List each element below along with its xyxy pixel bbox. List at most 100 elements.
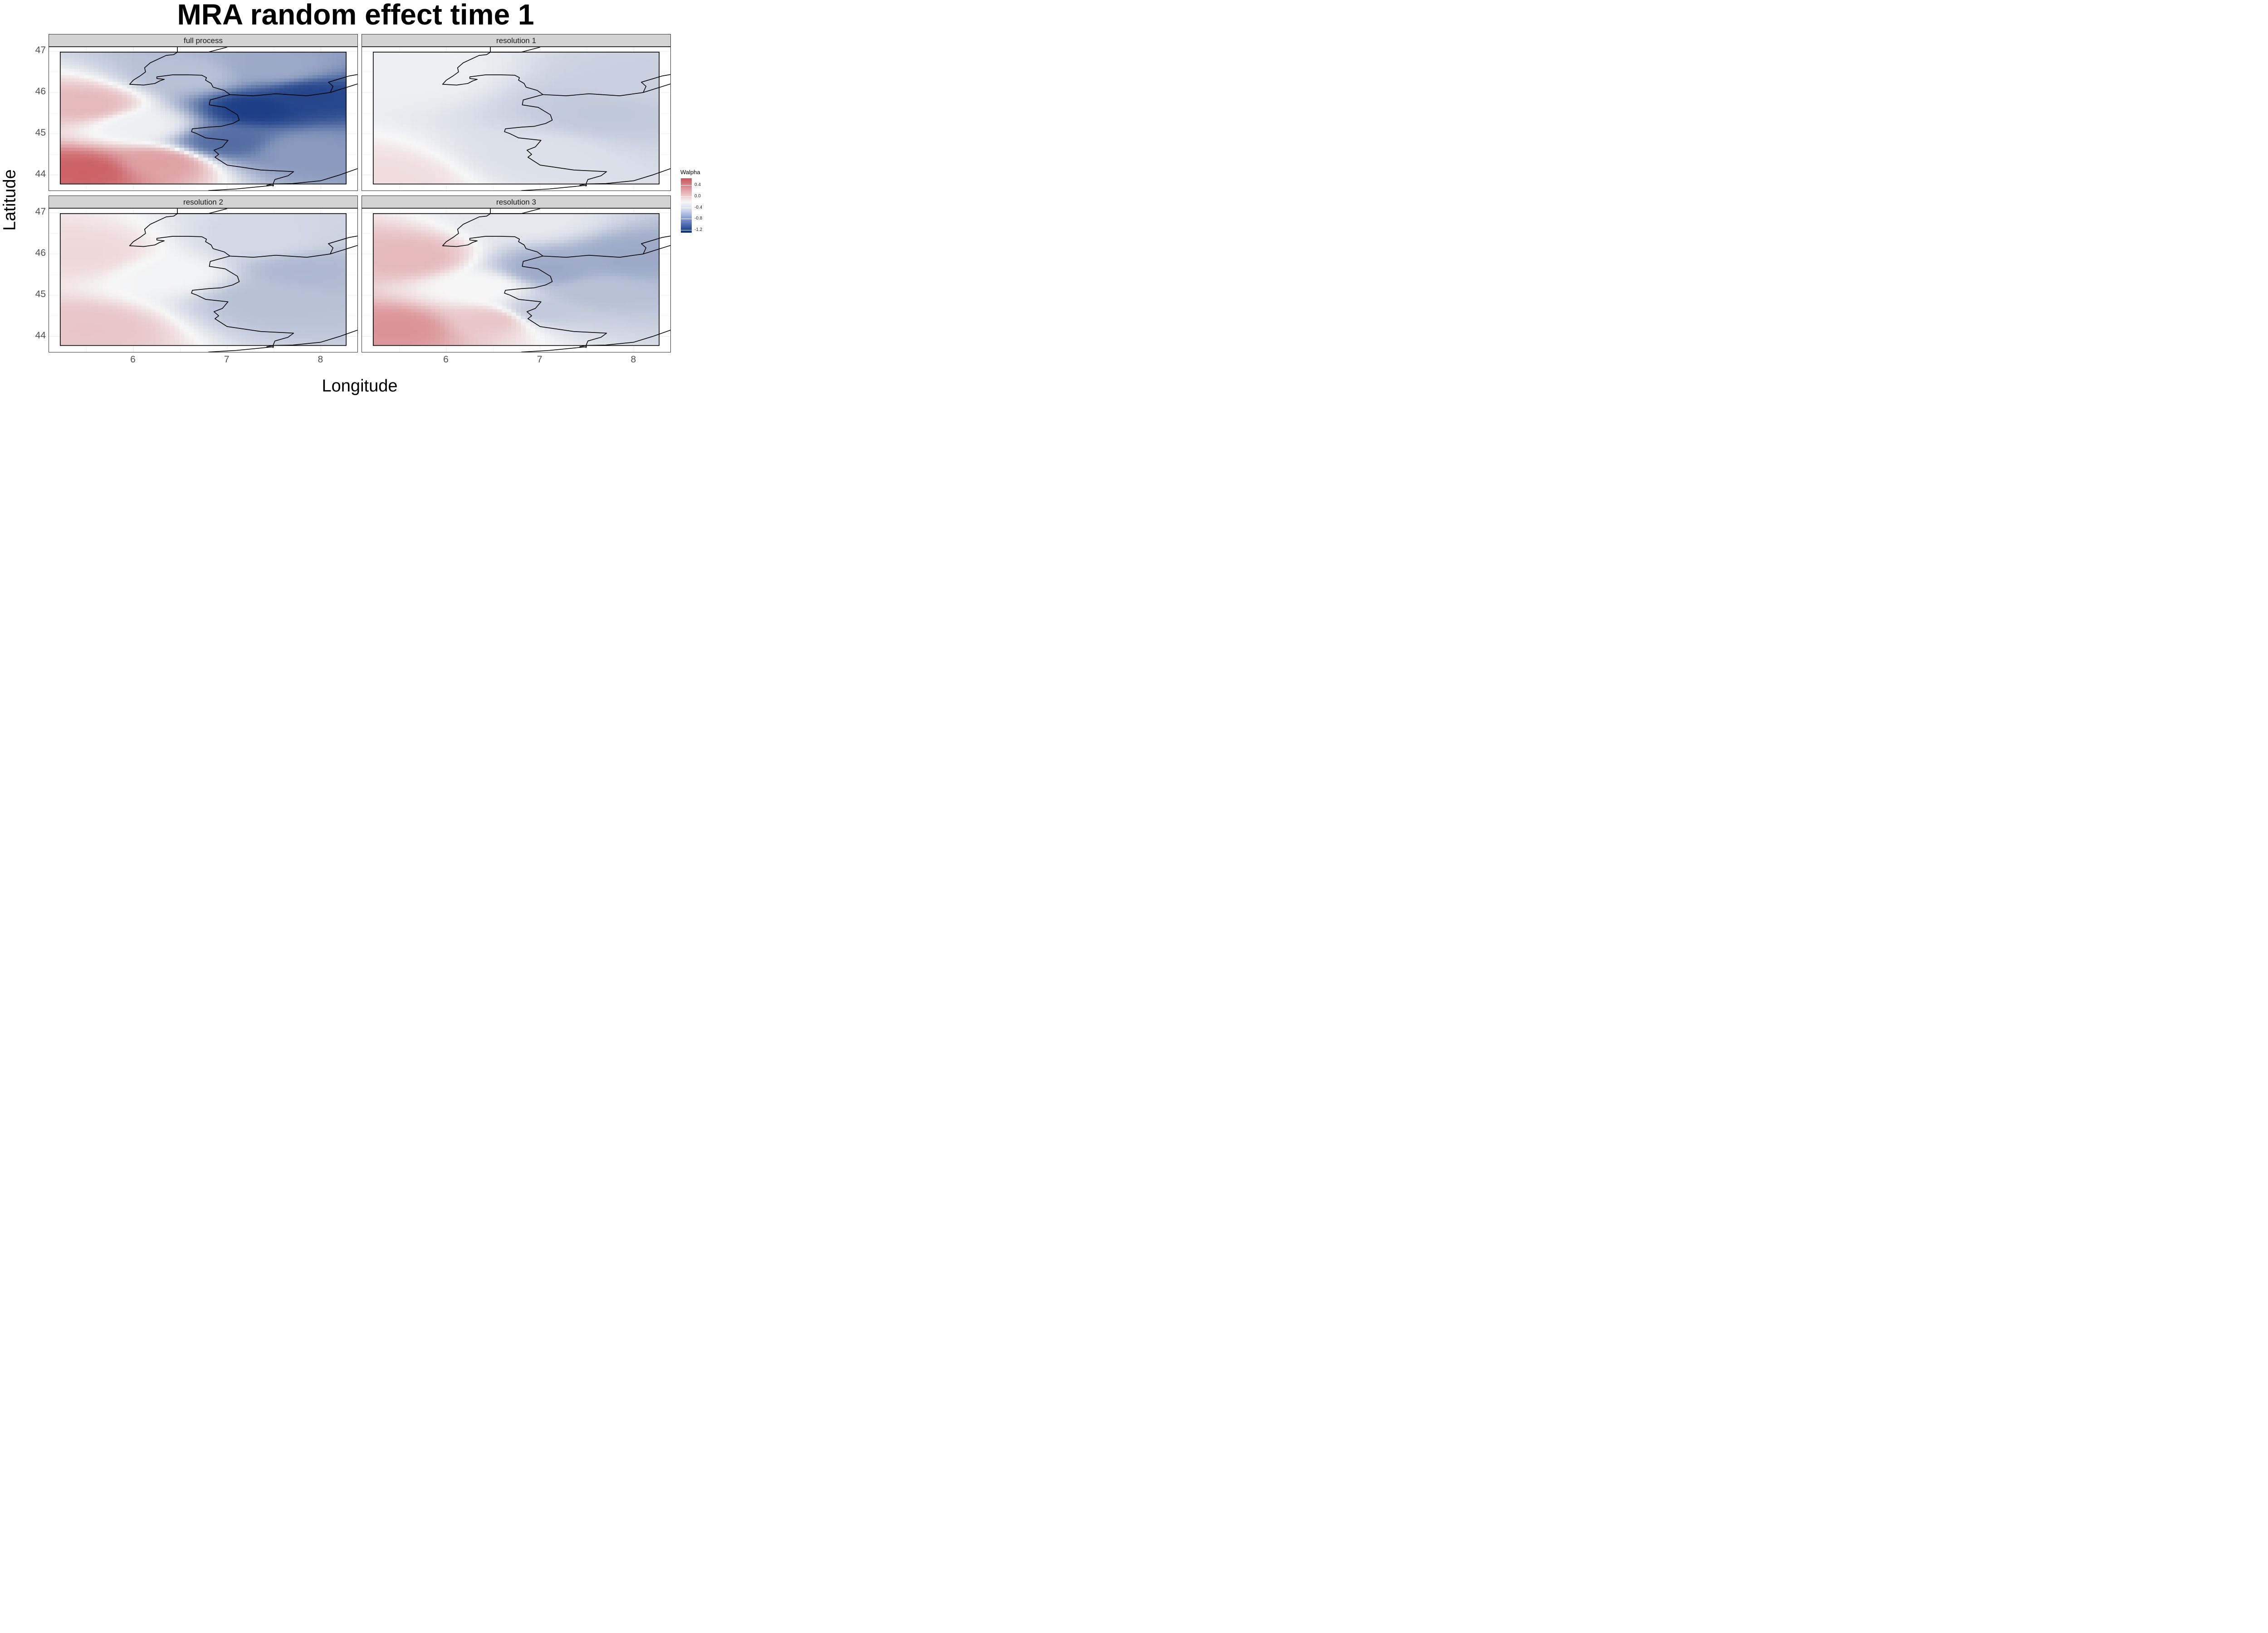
heatmap-cell [60,223,65,227]
heatmap-cell [217,164,223,168]
heatmap-cell [573,154,579,158]
heatmap-cell [564,161,569,165]
heatmap-cell [540,174,545,178]
heatmap-cell [155,82,161,86]
heatmap-cell [193,62,199,66]
heatmap-cell [454,85,459,89]
heatmap-cell [516,141,522,145]
heatmap-cell [535,52,541,56]
heatmap-cell [308,52,313,56]
heatmap-cell [337,131,342,135]
heatmap-cell [440,95,445,99]
heatmap-cell [146,124,152,128]
heatmap-cell [430,147,435,152]
heatmap-cell [468,137,474,142]
heatmap-cell [141,98,147,102]
heatmap-cell [506,164,512,168]
heatmap-cell [587,65,593,69]
heatmap-cell [378,88,383,92]
heatmap-cell [487,174,493,178]
heatmap-cell [74,62,80,66]
heatmap-cell [416,62,421,66]
heatmap-cell [217,75,223,79]
heatmap-cell [69,303,75,307]
heatmap-cell [478,167,484,171]
heatmap-cell [440,101,445,105]
heatmap-cell [406,137,412,142]
heatmap-cell [378,95,383,99]
heatmap-cell [654,131,660,135]
heatmap-cell [98,134,103,138]
heatmap-cell [74,108,80,112]
heatmap-cell [179,95,185,99]
heatmap-cell [265,101,270,105]
heatmap-cell [265,75,270,79]
heatmap-cell [487,85,493,89]
heatmap-cell [93,141,99,145]
heatmap-cell [602,95,607,99]
heatmap-cell [587,95,593,99]
heatmap-cell [322,72,327,76]
heatmap-cell [645,141,650,145]
heatmap-cell [378,161,383,165]
heatmap-cell [103,75,108,79]
heatmap-cell [373,55,378,59]
heatmap-cell [645,65,650,69]
heatmap-cell [251,88,256,92]
heatmap-cell [88,124,94,128]
heatmap-cell [621,92,626,95]
heatmap-cell [332,52,337,56]
heatmap-cell [573,72,579,76]
heatmap-cell [160,141,166,145]
heatmap-cell [136,174,142,178]
heatmap-cell [440,157,445,161]
heatmap-cell [578,171,583,175]
heatmap-cell [141,177,147,181]
heatmap-cell [122,118,127,122]
heatmap-cell [578,121,583,125]
heatmap-cell [425,68,431,73]
heatmap-cell [387,88,393,92]
heatmap-cell [392,171,397,175]
heatmap-cell [559,164,564,168]
heatmap-cell [559,121,564,125]
heatmap-cell [112,65,118,69]
heatmap-cell [60,319,65,323]
heatmap-cell [554,55,560,59]
heatmap-cell [535,141,541,145]
heatmap-cell [146,59,152,63]
heatmap-cell [654,95,660,99]
heatmap-cell [483,62,488,66]
heatmap-cell [151,124,156,128]
heatmap-cell [454,141,459,145]
heatmap-cell [478,95,484,99]
heatmap-cell [69,213,75,217]
heatmap-cell [227,115,232,118]
heatmap-cell [430,72,435,76]
heatmap-cell [445,171,450,175]
heatmap-cell [193,157,199,161]
heatmap-cell [308,134,313,138]
heatmap-cell [411,85,416,89]
heatmap-cell [621,55,626,59]
heatmap-cell [189,171,194,175]
heatmap-cell [583,101,588,105]
heatmap-cell [69,171,75,175]
heatmap-cell [189,65,194,69]
heatmap-cell [332,141,337,145]
heatmap-cell [440,174,445,178]
heatmap-cell [554,98,560,102]
heatmap-tiles [60,52,347,185]
heatmap-cell [378,128,383,132]
heatmap-cell [155,108,161,112]
heatmap-cell [313,59,318,63]
heatmap-cell [592,134,598,138]
heatmap-cell [468,151,474,155]
heatmap-cell [332,137,337,142]
heatmap-cell [554,92,560,95]
heatmap-cell [650,111,655,115]
heatmap-cell [425,124,431,128]
heatmap-cell [497,118,503,122]
heatmap-cell [573,157,579,161]
heatmap-cell [303,177,308,181]
